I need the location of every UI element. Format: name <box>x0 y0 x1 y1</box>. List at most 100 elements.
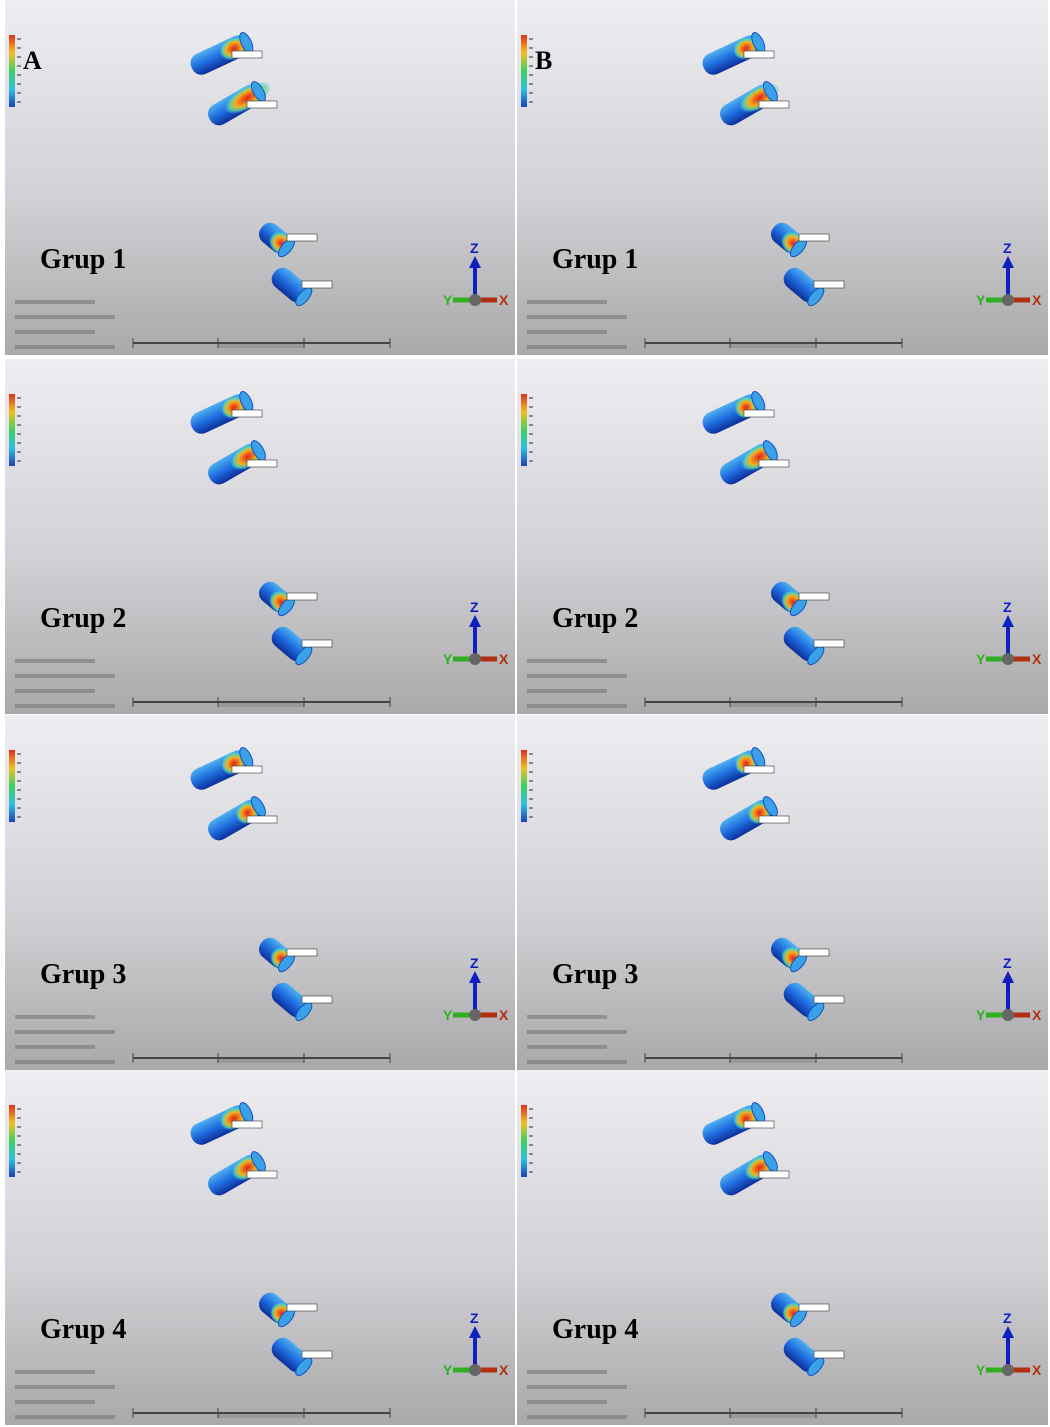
legend-tick <box>529 798 533 800</box>
triad-x-label: X <box>1032 651 1042 667</box>
legend-tick <box>17 1108 21 1110</box>
info-text <box>15 330 95 334</box>
probe-label <box>814 640 844 647</box>
legend-tick <box>529 780 533 782</box>
legend-tick <box>17 753 21 755</box>
probe-label <box>287 234 317 241</box>
triad-y-label: Y <box>443 292 453 308</box>
group-label: Grup 1 <box>40 244 126 275</box>
legend-tick <box>529 47 533 49</box>
probe-label <box>287 949 317 956</box>
info-text <box>527 1415 627 1419</box>
triad-y-label: Y <box>976 1007 986 1023</box>
scale-bar-fill <box>730 703 816 707</box>
probe-label <box>799 949 829 956</box>
legend-tick <box>529 74 533 76</box>
triad-z-label: Z <box>1003 599 1012 615</box>
legend-tick <box>17 460 21 462</box>
legend-tick <box>529 816 533 818</box>
info-text <box>15 1385 115 1389</box>
legend-tick <box>529 1162 533 1164</box>
probe-label <box>759 460 789 467</box>
panel: Grup 3ZYX <box>517 715 1048 1070</box>
info-text <box>15 704 115 708</box>
probe-label <box>799 1304 829 1311</box>
info-text <box>527 300 607 304</box>
color-legend <box>9 1105 15 1177</box>
info-text <box>527 1385 627 1389</box>
legend-tick <box>529 65 533 67</box>
probe-label <box>232 410 262 417</box>
triad-origin <box>469 653 481 665</box>
triad-z-label: Z <box>470 599 479 615</box>
legend-tick <box>529 807 533 809</box>
info-text <box>527 315 627 319</box>
info-text <box>527 1045 607 1049</box>
info-text <box>527 1370 607 1374</box>
info-text <box>527 704 627 708</box>
probe-label <box>302 640 332 647</box>
legend-tick <box>529 1144 533 1146</box>
triad-x-label: X <box>1032 1007 1042 1023</box>
probe-label <box>247 1171 277 1178</box>
info-text <box>527 1060 627 1064</box>
triad-y-label: Y <box>443 651 453 667</box>
triad-origin <box>469 1364 481 1376</box>
info-text <box>15 689 95 693</box>
legend-tick <box>17 771 21 773</box>
legend-tick <box>17 47 21 49</box>
legend-tick <box>529 789 533 791</box>
info-text <box>15 659 95 663</box>
probe-label <box>232 1121 262 1128</box>
info-text <box>15 1370 95 1374</box>
info-text <box>15 1045 95 1049</box>
info-text <box>527 1015 607 1019</box>
color-legend <box>9 394 15 466</box>
triad-z-label: Z <box>1003 1310 1012 1326</box>
color-legend <box>521 1105 527 1177</box>
legend-tick <box>17 780 21 782</box>
legend-tick <box>17 1153 21 1155</box>
legend-tick <box>17 442 21 444</box>
triad-x-label: X <box>1032 292 1042 308</box>
legend-tick <box>529 460 533 462</box>
triad-y-label: Y <box>443 1362 453 1378</box>
legend-tick <box>529 92 533 94</box>
probe-label <box>759 1171 789 1178</box>
legend-tick <box>17 807 21 809</box>
legend-tick <box>17 415 21 417</box>
probe-label <box>744 766 774 773</box>
triad-x-label: X <box>499 651 509 667</box>
triad-y-label: Y <box>976 292 986 308</box>
triad-origin <box>1002 1364 1014 1376</box>
legend-tick <box>17 74 21 76</box>
legend-tick <box>529 771 533 773</box>
triad-origin <box>1002 294 1014 306</box>
legend-tick <box>17 65 21 67</box>
figure: Grup 1AZYXGrup 1BZYXGrup 2ZYXGrup 2ZYXGr… <box>0 0 1050 1427</box>
legend-tick <box>17 1126 21 1128</box>
info-text <box>15 315 115 319</box>
triad-z-label: Z <box>1003 240 1012 256</box>
info-text <box>15 1400 95 1404</box>
probe-label <box>247 460 277 467</box>
probe-label <box>799 234 829 241</box>
legend-tick <box>529 1126 533 1128</box>
column-label: B <box>535 46 552 75</box>
probe-label <box>232 766 262 773</box>
probe-label <box>287 1304 317 1311</box>
color-legend <box>9 750 15 822</box>
panel: Grup 2ZYX <box>517 359 1048 714</box>
probe-label <box>744 1121 774 1128</box>
group-label: Grup 3 <box>40 959 126 990</box>
scale-bar-fill <box>218 344 304 348</box>
legend-tick <box>17 397 21 399</box>
triad-x-label: X <box>499 1362 509 1378</box>
legend-tick <box>529 451 533 453</box>
legend-tick <box>17 1144 21 1146</box>
probe-label <box>302 1351 332 1358</box>
group-label: Grup 2 <box>552 603 638 634</box>
